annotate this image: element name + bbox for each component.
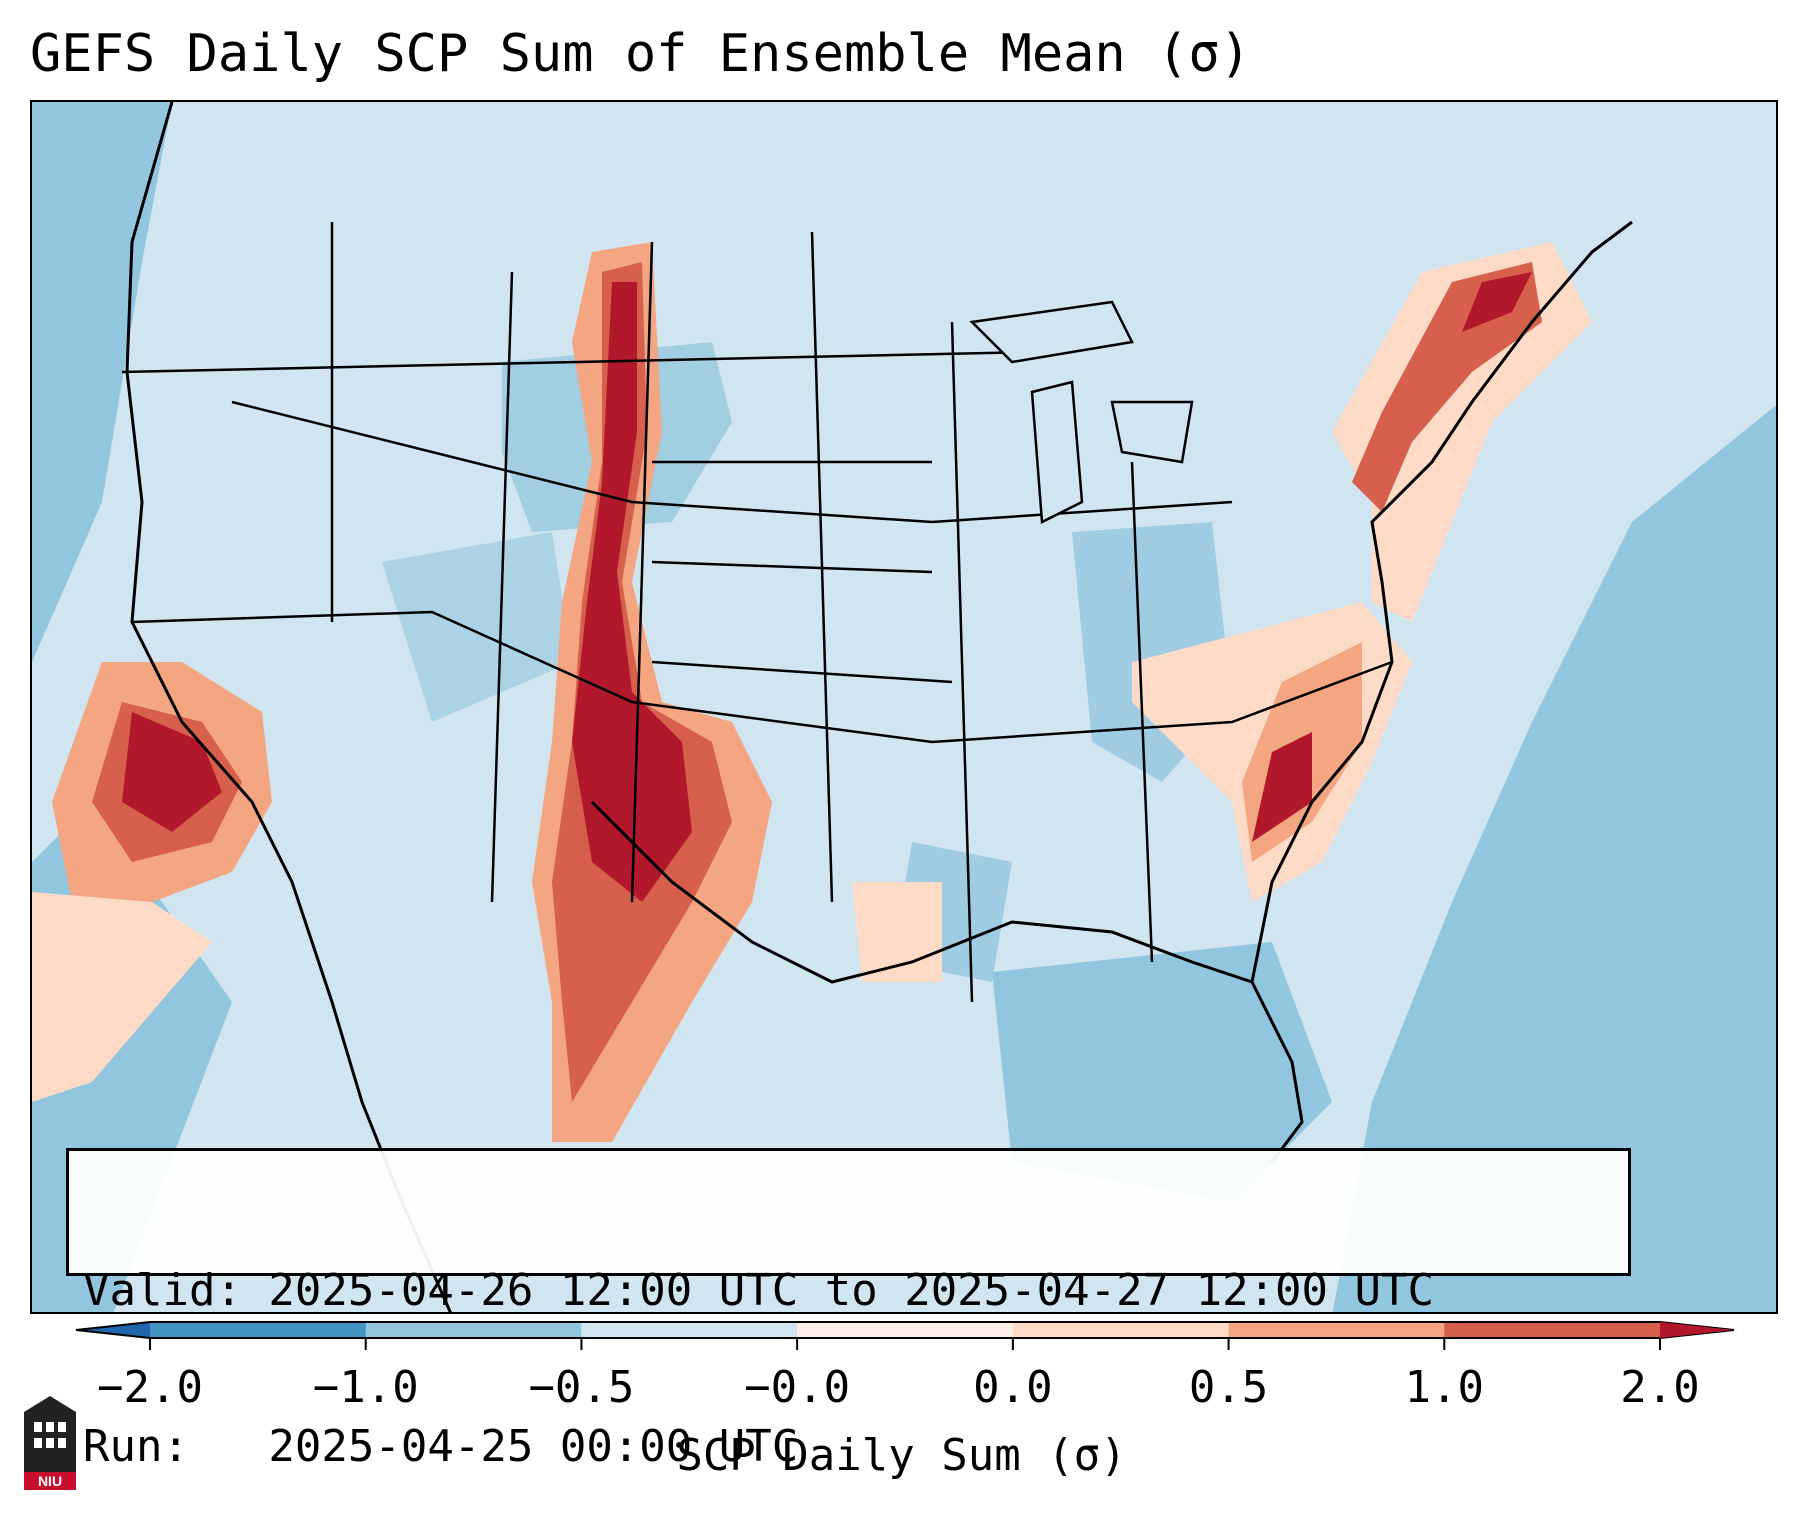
gulf-coastline (590, 800, 1304, 1163)
northeast-anomaly-mid (1352, 262, 1542, 512)
colorbar-segment (1012, 1322, 1230, 1338)
colorbar-segment (1444, 1322, 1661, 1338)
state-border-line (651, 660, 953, 684)
colorbar-label: SCP Daily Sum (σ) (676, 1430, 1127, 1481)
colorbar-extend-high (1660, 1322, 1734, 1338)
colorbar-tick-label: 1.0 (1404, 1362, 1485, 1413)
canada-border (121, 350, 1033, 374)
colorbar-tick-label: −0.5 (528, 1362, 635, 1413)
colorbar-segment (1228, 1322, 1445, 1338)
logo-text: NIU (38, 1473, 62, 1489)
plains-anomaly-core (572, 282, 692, 902)
coastlines (125, 102, 1633, 1312)
colorbar-tick-label: −1.0 (312, 1362, 419, 1413)
california-anomaly-core (122, 712, 222, 832)
colorbar-ticks (149, 1338, 1661, 1350)
colorbar-tick-label: 0.0 (973, 1362, 1053, 1413)
offshore-anomaly-south (32, 892, 212, 1102)
state-border-line (651, 560, 933, 574)
colorbar-extend-low (76, 1322, 150, 1338)
colorbar-segment (365, 1322, 582, 1338)
colorbar-tick-label: 0.5 (1188, 1362, 1269, 1413)
state-border-line (1130, 461, 1154, 963)
colorbar-tick-label: 2.0 (1620, 1362, 1700, 1413)
map-title: GEFS Daily SCP Sum of Ensemble Mean (σ) (30, 24, 1251, 84)
state-border-line (131, 610, 1393, 744)
colorbar-segment (581, 1322, 798, 1338)
gulf-field (992, 942, 1332, 1202)
atlantic-coastline (1250, 220, 1633, 983)
map-canvas (32, 102, 1776, 1312)
land-patch (382, 532, 572, 722)
pacific-coastline (125, 102, 452, 1312)
valid-run-info-box: Valid: 2025-04-26 12:00 UTC to 2025-04-2… (66, 1148, 1631, 1472)
state-border-line (950, 321, 974, 1003)
pacific-field (32, 102, 172, 662)
colorbar-tick-label: −0.0 (744, 1362, 851, 1413)
logo-banner (24, 1472, 76, 1490)
northeast-anomaly-outer (1332, 242, 1592, 622)
run-time-text: Run: 2025-04-25 00:00 UTC (83, 1421, 799, 1472)
niu-logo: NIU (24, 1396, 76, 1490)
colorbar-segment (797, 1322, 1014, 1338)
logo-windows (34, 1422, 66, 1448)
valid-time-text: Valid: 2025-04-26 12:00 UTC to 2025-04-2… (83, 1265, 1435, 1316)
gulf-warm-patch (852, 882, 942, 982)
northeast-anomaly-core (1462, 272, 1532, 332)
colorbar-tick-label: −2.0 (97, 1362, 203, 1413)
lake-michigan (1030, 380, 1084, 524)
colorbar (75, 1321, 1735, 1350)
map-panel (30, 100, 1778, 1314)
colorbar-segment (150, 1322, 367, 1338)
state-border-line (231, 400, 1233, 524)
atlantic-field (1332, 405, 1776, 1312)
logo-roof (24, 1396, 76, 1412)
state-border-line (630, 241, 654, 903)
lake-huron (1110, 400, 1194, 464)
state-border-line (490, 271, 514, 903)
colorbar-segments (75, 1321, 1735, 1339)
lake-superior (969, 300, 1134, 364)
southeast-anomaly-core (1252, 732, 1312, 842)
great-lakes (969, 300, 1194, 524)
state-borders (121, 222, 1393, 1003)
